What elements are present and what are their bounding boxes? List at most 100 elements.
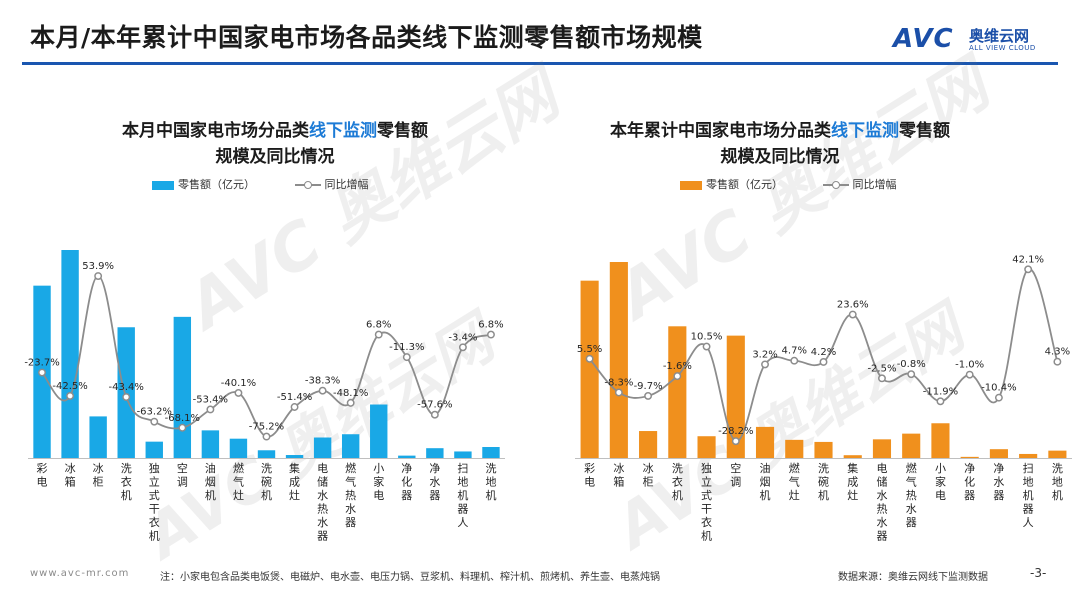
category-label-2: 冰柜 <box>93 462 104 489</box>
category-label-4: 独立式干衣机 <box>149 462 160 543</box>
yoy-point-6 <box>206 405 215 414</box>
category-label-2: 冰柜 <box>643 462 654 489</box>
bar-4 <box>145 441 163 458</box>
category-label-7: 燃气灶 <box>789 461 800 502</box>
yoy-line <box>41 275 492 438</box>
yoy-label-8: -75.2% <box>249 422 284 433</box>
yoy-label-14: -10.4% <box>981 383 1016 394</box>
yoy-label-2: 53.9% <box>82 261 114 272</box>
bar-10 <box>872 439 892 458</box>
category-label-3: 洗衣机 <box>672 462 683 502</box>
yoy-point-8 <box>819 358 828 366</box>
left-title-text: 本月中国家电市场分品类 <box>122 121 309 141</box>
right-legend: 零售额（亿元） 同比增幅 <box>680 176 933 192</box>
yoy-label-0: -23.7% <box>24 358 59 369</box>
category-label-10: 电储水热水器 <box>876 462 887 543</box>
yoy-point-10 <box>318 386 327 395</box>
bar-1 <box>609 262 628 458</box>
legend-bar-label: 零售额（亿元） <box>706 178 783 191</box>
category-label-11: 燃气热水器 <box>345 461 356 529</box>
yoy-label-12: -11.9% <box>923 386 958 397</box>
left-legend: 零售额（亿元） 同比增幅 <box>152 176 405 192</box>
footer-note: 注：小家电包含品类电饭煲、电磁炉、电水壶、电压力锅、豆浆机、料理机、榨汁机、煎烤… <box>160 572 660 583</box>
category-label-16: 洗地机 <box>485 462 496 502</box>
legend-line-swatch <box>294 180 321 190</box>
bar-12 <box>370 404 388 458</box>
yoy-point-5 <box>178 423 187 432</box>
yoy-label-15: 42.1% <box>1012 254 1044 265</box>
legend-bar-label: 零售额（亿元） <box>178 178 255 191</box>
yoy-label-10: -38.3% <box>305 376 340 387</box>
yoy-point-1 <box>614 388 623 397</box>
yoy-label-13: -1.0% <box>955 360 984 371</box>
yoy-label-10: -2.5% <box>867 363 896 374</box>
legend-line-label: 同比增幅 <box>324 178 369 191</box>
category-label-7: 燃气灶 <box>233 461 244 502</box>
yoy-label-13: -11.3% <box>389 342 424 353</box>
yoy-label-1: -42.5% <box>52 381 87 392</box>
yoy-point-11 <box>346 398 355 407</box>
category-label-11: 燃气热水器 <box>906 461 917 529</box>
yoy-point-14 <box>430 410 439 419</box>
yoy-point-9 <box>290 403 299 411</box>
bar-13 <box>960 456 979 458</box>
yoy-point-14 <box>994 393 1003 402</box>
right-title-highlight: 线下监测 <box>831 121 899 141</box>
yoy-label-5: -28.2% <box>718 426 753 437</box>
yoy-label-12: 6.8% <box>366 320 391 331</box>
yoy-point-12 <box>374 330 383 339</box>
bar-0 <box>580 280 599 458</box>
yoy-point-10 <box>878 374 886 383</box>
legend-line-item: 同比增幅 <box>294 176 369 192</box>
yoy-point-4 <box>702 342 711 351</box>
yoy-point-9 <box>848 310 857 319</box>
legend-bar-swatch <box>680 180 702 190</box>
yoy-point-13 <box>965 370 974 379</box>
yoy-point-16 <box>1053 357 1062 366</box>
bar-5 <box>173 316 192 458</box>
yoy-point-0 <box>585 354 594 363</box>
yoy-point-5 <box>731 437 740 446</box>
category-label-15: 扫地机器人 <box>457 462 468 529</box>
bar-6 <box>201 430 220 458</box>
bar-15 <box>1019 453 1038 458</box>
yoy-label-6: 3.2% <box>752 349 777 360</box>
bar-9 <box>285 455 304 458</box>
yoy-point-16 <box>487 330 495 339</box>
yoy-label-16: 4.3% <box>1045 347 1070 358</box>
yoy-label-9: 23.6% <box>837 300 869 311</box>
category-label-1: 冰箱 <box>613 462 624 489</box>
yoy-point-3 <box>122 393 131 401</box>
legend-line-item: 同比增幅 <box>822 176 897 192</box>
category-label-0: 彩电 <box>37 462 48 489</box>
category-label-13: 净化器 <box>401 461 412 502</box>
yoy-point-3 <box>673 372 682 381</box>
bar-3 <box>117 327 135 458</box>
category-label-14: 净水器 <box>429 461 440 502</box>
category-label-5: 空调 <box>730 461 741 489</box>
yoy-point-11 <box>907 370 916 379</box>
bar-11 <box>341 434 360 458</box>
category-label-5: 空调 <box>177 461 188 489</box>
category-label-9: 集成灶 <box>847 461 858 502</box>
bar-9 <box>843 455 862 458</box>
bar-6 <box>755 426 775 458</box>
yoy-label-7: -40.1% <box>221 378 256 389</box>
left-chart-title: 本月中国家电市场分品类线下监测零售额 规模及同比情况 <box>80 118 470 170</box>
bar-16 <box>482 447 500 458</box>
yoy-label-5: -68.1% <box>165 413 200 424</box>
bar-12 <box>931 423 950 458</box>
yoy-label-11: -48.1% <box>333 388 368 399</box>
legend-bar-item: 零售额（亿元） <box>152 176 255 192</box>
left-title-line2: 规模及同比情况 <box>215 147 335 167</box>
yoy-point-0 <box>38 368 46 377</box>
category-label-9: 集成灶 <box>289 461 300 502</box>
bar-7 <box>785 439 804 458</box>
yoy-point-1 <box>66 391 75 400</box>
yoy-point-4 <box>150 417 159 426</box>
footer-url: www.avc-mr.com <box>30 568 130 579</box>
logo-mark: AVC <box>893 24 954 54</box>
category-label-8: 洗碗机 <box>261 462 272 502</box>
